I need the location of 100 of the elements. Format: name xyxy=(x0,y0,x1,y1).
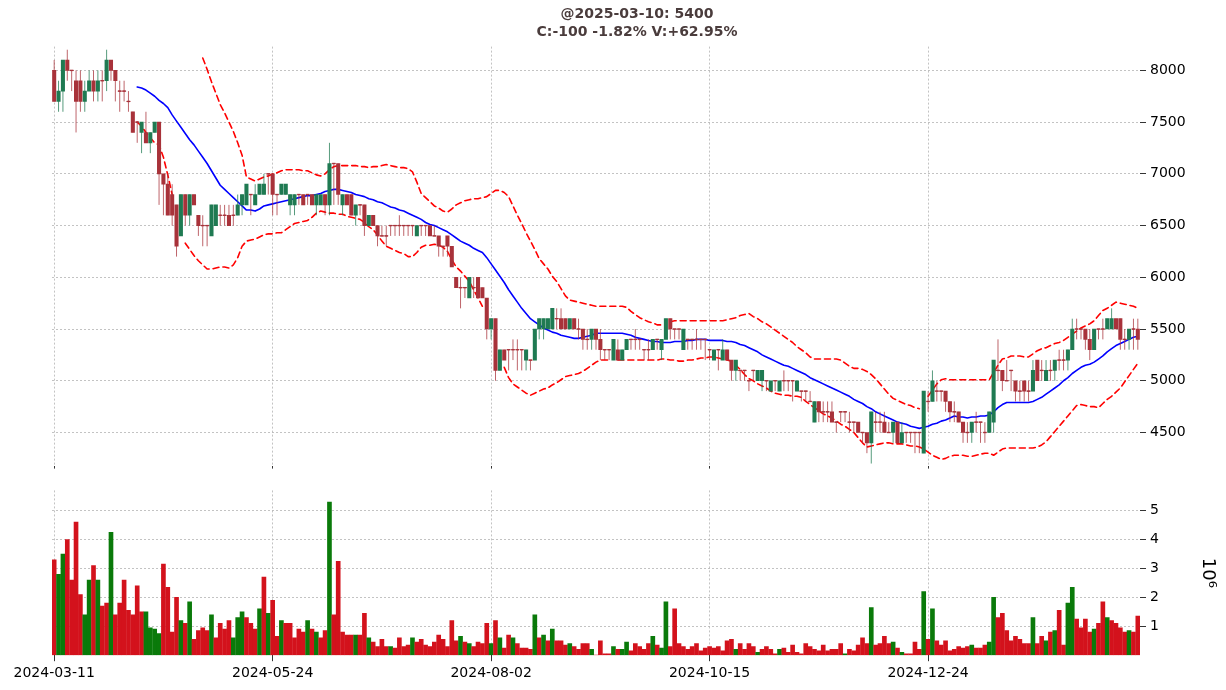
bar xyxy=(707,646,712,656)
candlestick xyxy=(676,328,682,340)
bar xyxy=(729,638,734,656)
candlestick xyxy=(891,421,896,444)
x-tick-label: 2024-10-15 xyxy=(668,664,751,681)
bar xyxy=(532,614,538,656)
candlestick xyxy=(1026,380,1031,402)
bar xyxy=(104,602,109,656)
bar xyxy=(567,643,573,656)
bar xyxy=(768,649,774,656)
candlestick xyxy=(877,411,883,433)
bar xyxy=(838,643,844,656)
candlestick xyxy=(1052,359,1057,382)
bar xyxy=(716,646,721,656)
candlestick xyxy=(961,421,966,444)
y-tick-label: 6000 xyxy=(1150,267,1186,284)
bar xyxy=(694,643,699,656)
bar xyxy=(418,638,424,656)
bar xyxy=(672,608,677,656)
bar xyxy=(1074,618,1079,656)
candlestick xyxy=(1017,380,1022,402)
y-tick-label: 5500 xyxy=(1150,319,1186,336)
candlestick xyxy=(668,318,673,340)
candlestick xyxy=(1022,380,1027,402)
candlestick xyxy=(1030,359,1035,392)
candlestick xyxy=(524,349,529,371)
candlestick xyxy=(930,369,935,402)
candlestick xyxy=(589,328,594,351)
candlestick xyxy=(825,400,830,423)
candlestick xyxy=(379,225,384,237)
candlestick xyxy=(838,411,843,423)
bar xyxy=(161,563,166,656)
bar xyxy=(589,649,594,656)
bar xyxy=(1052,630,1058,656)
candlestick xyxy=(899,421,904,444)
candlestick xyxy=(1078,328,1084,340)
bar xyxy=(388,646,393,656)
candlestick xyxy=(253,183,258,206)
bar xyxy=(152,628,158,656)
candlestick xyxy=(803,390,808,402)
bar xyxy=(606,653,612,656)
candlestick xyxy=(108,59,114,82)
bar xyxy=(764,646,769,656)
bar xyxy=(777,649,782,656)
bar xyxy=(64,539,70,656)
candlestick xyxy=(1035,359,1040,382)
bar xyxy=(283,623,289,656)
candlestick xyxy=(244,183,249,206)
candlestick xyxy=(541,318,546,340)
bar xyxy=(1083,618,1088,656)
bar xyxy=(772,653,778,656)
candlestick xyxy=(646,338,651,361)
candlestick xyxy=(143,111,148,144)
y-tick-label: 5000 xyxy=(1150,371,1186,388)
bar xyxy=(820,644,826,656)
bar xyxy=(873,644,878,656)
bar xyxy=(458,636,463,656)
bar xyxy=(519,647,525,656)
candlestick xyxy=(82,80,87,113)
bar xyxy=(737,643,743,656)
candlestick xyxy=(362,204,367,237)
bar xyxy=(755,651,760,656)
candlestick xyxy=(939,390,944,402)
bar xyxy=(1109,620,1114,656)
bar xyxy=(327,501,332,656)
bar xyxy=(860,637,865,656)
candlestick xyxy=(851,421,856,433)
bar xyxy=(397,637,402,656)
bar xyxy=(790,644,795,656)
candlestick xyxy=(384,225,389,247)
bar xyxy=(174,597,179,656)
bar xyxy=(930,608,935,656)
candlestick xyxy=(537,318,542,340)
bar xyxy=(410,637,415,656)
candlestick xyxy=(528,359,533,371)
candlestick xyxy=(843,411,848,423)
bar xyxy=(1122,631,1128,656)
candlestick xyxy=(183,194,188,227)
candlestick xyxy=(729,359,734,382)
bar xyxy=(611,646,616,656)
candlestick xyxy=(707,349,712,361)
bar xyxy=(956,646,961,656)
bar xyxy=(436,634,442,656)
candlestick xyxy=(56,80,61,113)
bar xyxy=(554,640,560,656)
candlestick xyxy=(978,421,983,444)
candlestick xyxy=(1135,318,1140,351)
candlestick xyxy=(349,194,354,216)
candlestick xyxy=(340,194,345,216)
candlestick xyxy=(816,400,821,423)
candlestick xyxy=(91,69,96,102)
bar xyxy=(978,647,983,656)
bar xyxy=(812,649,817,656)
bar xyxy=(598,640,603,656)
bar xyxy=(362,612,367,656)
candlestick xyxy=(1118,318,1123,351)
candlestick xyxy=(873,411,878,433)
bar xyxy=(1069,586,1075,656)
bar xyxy=(882,636,887,656)
x-tick-label: 2024-12-24 xyxy=(887,664,969,681)
